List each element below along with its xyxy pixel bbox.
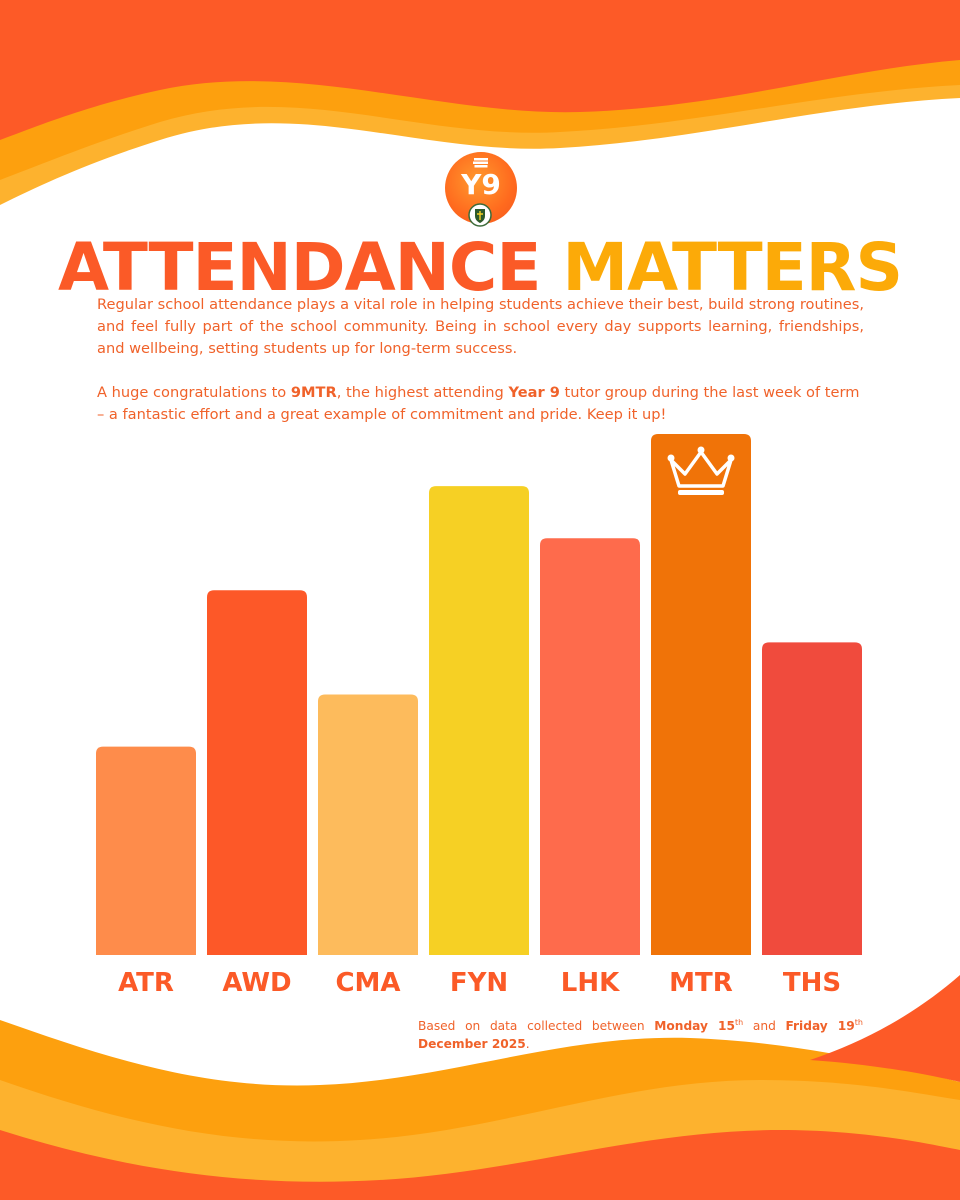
category-label-ths: THS xyxy=(783,968,841,998)
bar-ths xyxy=(762,642,862,955)
footnote-end-day: Friday 19 xyxy=(785,1019,855,1033)
title-matters: MATTERS xyxy=(562,229,903,306)
congrats-paragraph: A huge congratulations to 9MTR, the high… xyxy=(97,382,864,426)
page-title: ATTENDANCE MATTERS xyxy=(0,228,960,308)
congrats-group: 9MTR xyxy=(290,384,337,401)
category-label-atr: ATR xyxy=(118,968,174,998)
title-attendance: ATTENDANCE xyxy=(57,229,541,306)
crown-icon xyxy=(667,446,735,495)
bar-awd xyxy=(207,590,307,955)
attendance-bar-chart: ATR AWD CMA FYN LHK MTR THS xyxy=(96,434,862,998)
footnote-text-before: Based on data collected between xyxy=(418,1019,655,1033)
school-crest-icon xyxy=(468,203,492,227)
bar-atr xyxy=(96,746,196,955)
category-label-awd: AWD xyxy=(222,968,291,998)
footnote-text-middle: and xyxy=(743,1019,786,1033)
bar-cma xyxy=(318,694,418,955)
footnote-end-rest: December 2025 xyxy=(418,1037,526,1051)
category-label-lhk: LHK xyxy=(561,968,620,998)
bottom-right-wave xyxy=(810,975,960,1082)
footnote-text-after: . xyxy=(525,1037,530,1051)
books-icon xyxy=(473,158,488,168)
category-label-mtr: MTR xyxy=(669,968,733,998)
congrats-text-before: A huge congratulations to xyxy=(97,384,291,401)
footnote: Based on data collected between Monday 1… xyxy=(418,1017,863,1053)
bar-fyn xyxy=(429,486,529,955)
footnote-start-day: Monday 15 xyxy=(654,1019,735,1033)
top-wave-orange xyxy=(0,0,960,140)
bottom-wave-orange xyxy=(0,1130,960,1200)
category-label-fyn: FYN xyxy=(450,968,508,998)
congrats-text-middle: , the highest attending xyxy=(336,384,509,401)
congrats-text-after: tutor group during the last week of term… xyxy=(97,384,860,423)
intro-paragraph: Regular school attendance plays a vital … xyxy=(97,296,864,357)
category-label-cma: CMA xyxy=(335,968,400,998)
congrats-year: Year 9 xyxy=(508,384,560,401)
year9-logo: Y9 xyxy=(445,152,517,224)
footnote-start-suffix: th xyxy=(734,1017,744,1027)
bar-mtr xyxy=(651,434,751,955)
logo-text: Y9 xyxy=(461,168,501,201)
bar-lhk xyxy=(540,538,640,955)
footnote-end-suffix: th xyxy=(854,1017,863,1027)
